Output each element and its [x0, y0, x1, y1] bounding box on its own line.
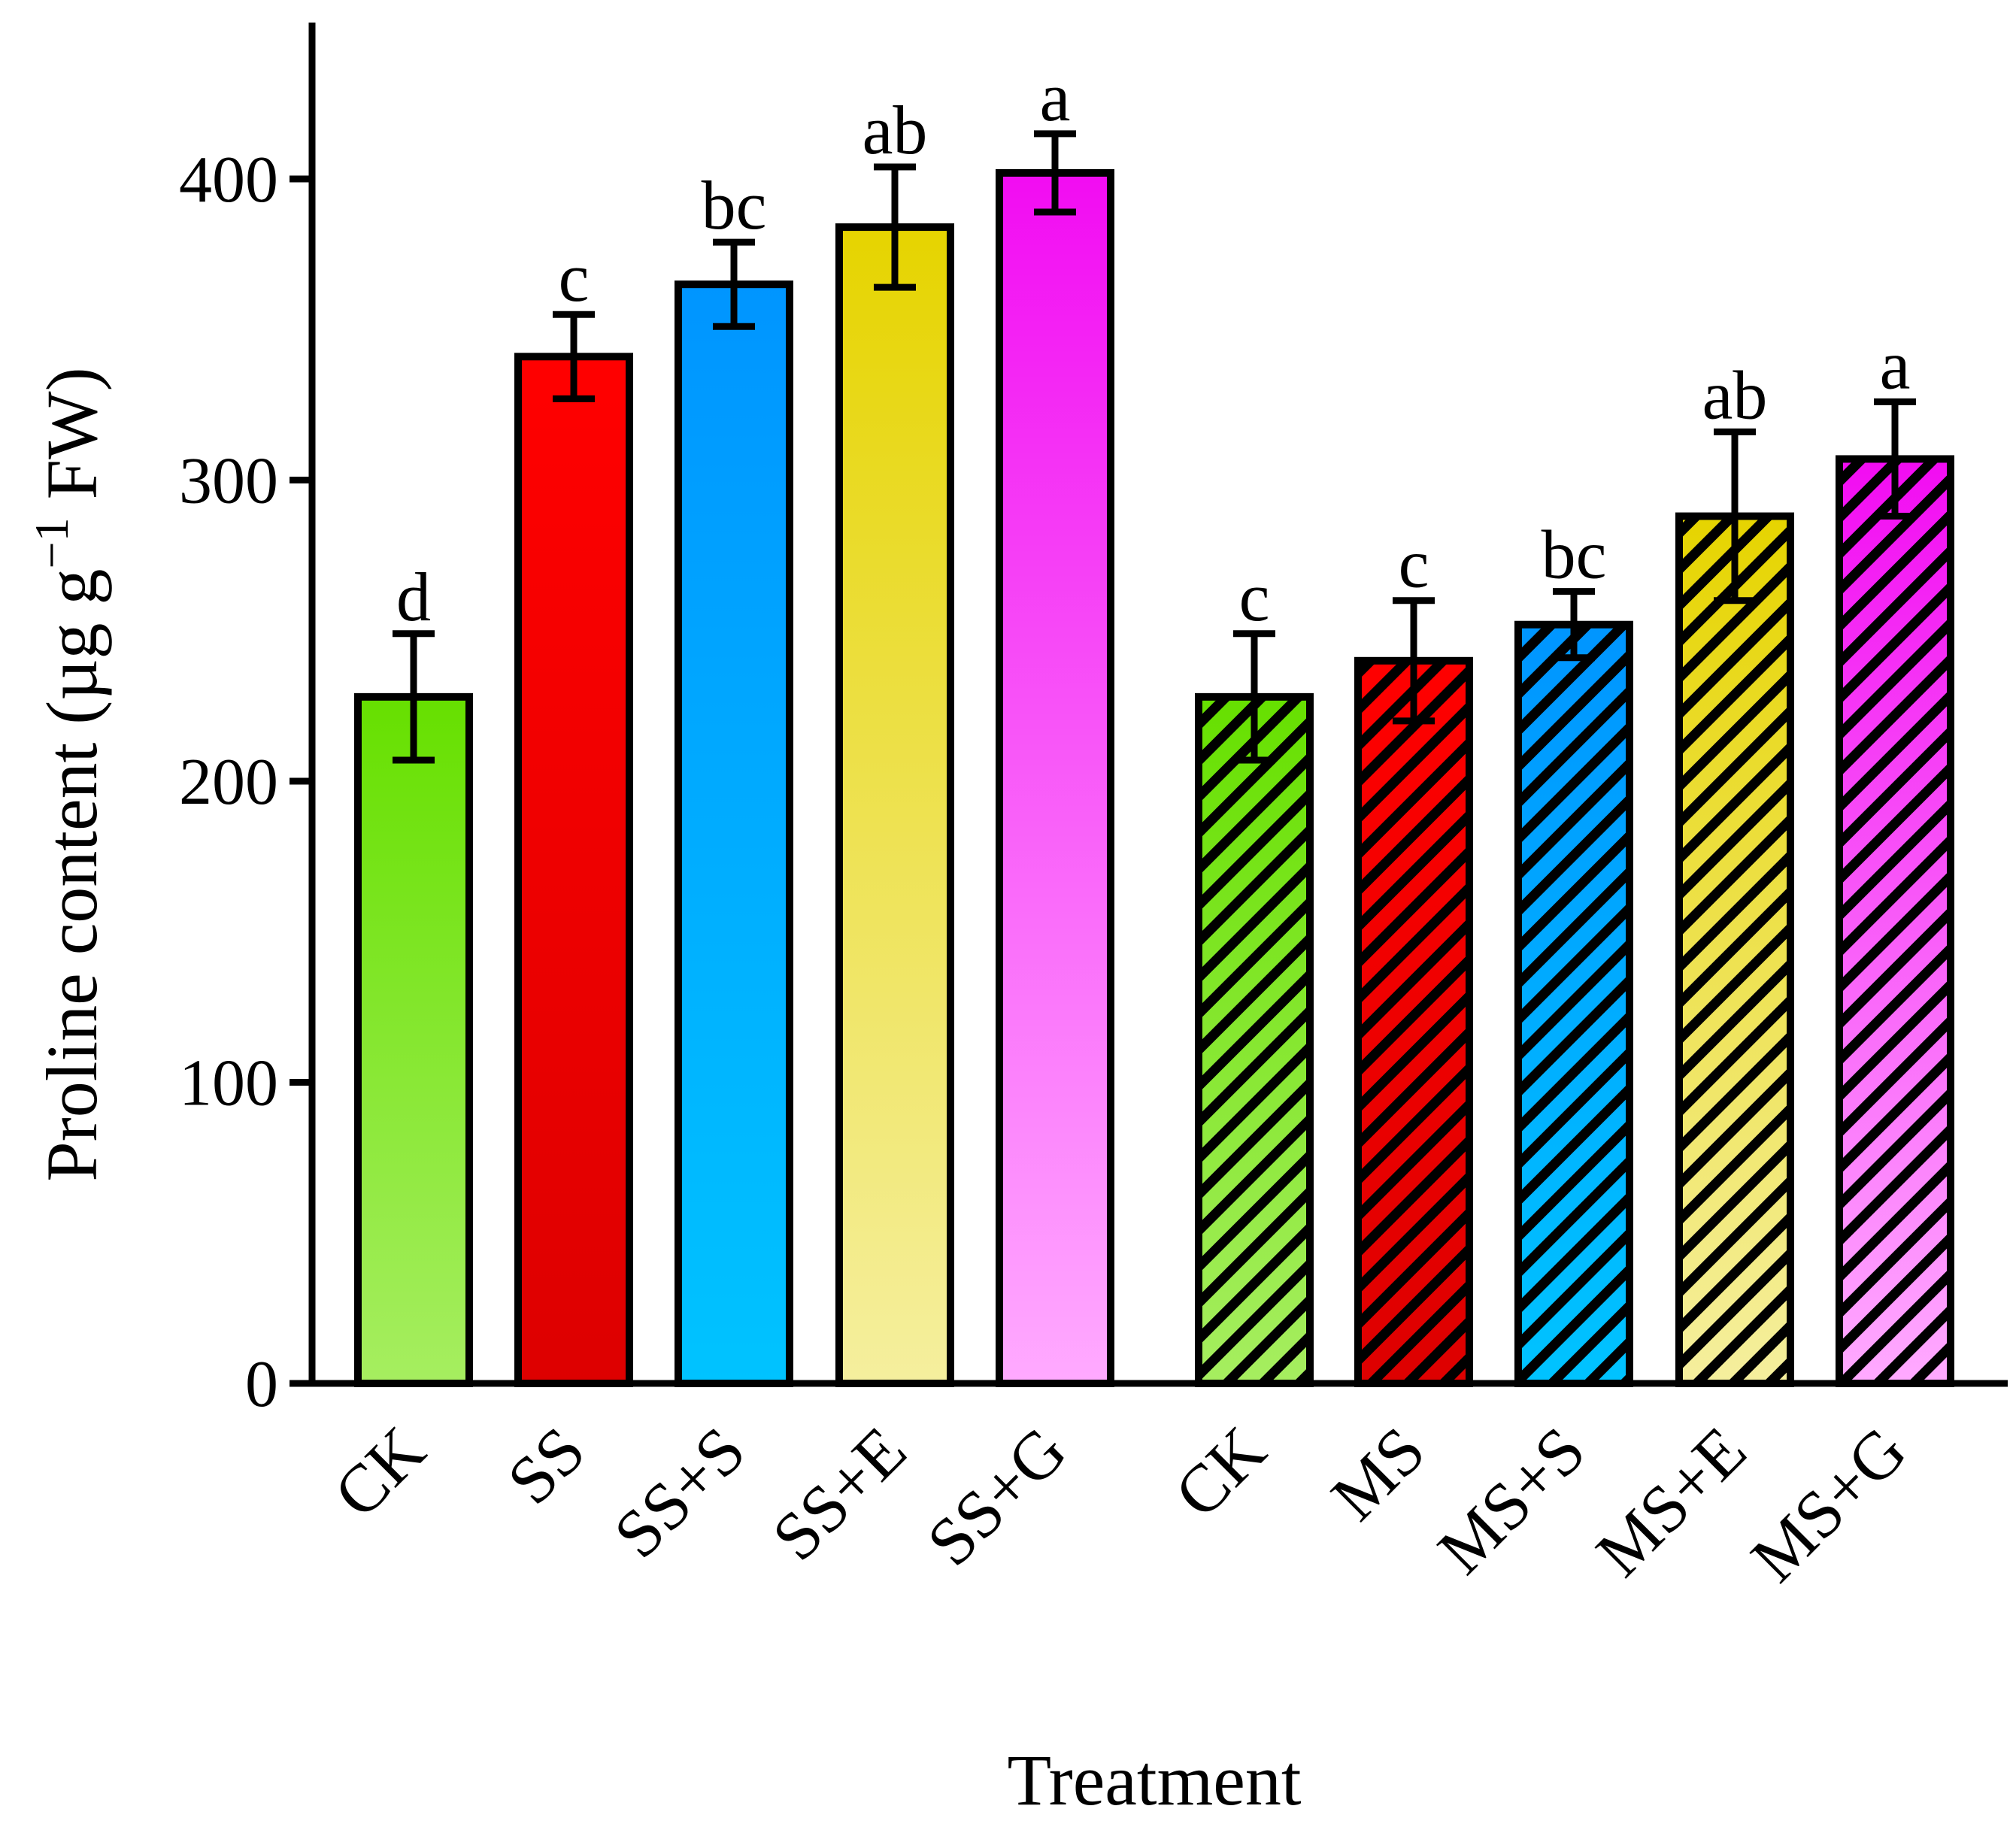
error-bar [1393, 597, 1435, 725]
error-bar [874, 163, 916, 291]
y-axis-title-tail: FW) [32, 367, 112, 517]
bar-hatch-overlay [1839, 459, 1951, 1383]
significance-letter: c [1399, 526, 1429, 602]
bars-layer [354, 130, 1954, 1388]
x-tick-label: MS+S [1424, 1413, 1599, 1588]
x-tick-label: SS+E [759, 1413, 921, 1575]
error-bar [1874, 398, 1916, 520]
error-bar [1553, 588, 1595, 662]
x-tick-label: MS+E [1582, 1413, 1760, 1591]
y-axis-title: Proline content (µg g−1 FW) [25, 367, 112, 1181]
significance-letter: ab [862, 92, 928, 168]
bar-ss-ss-plus-e [839, 227, 950, 1384]
error-bar [1714, 428, 1756, 604]
x-tick-label: SS [493, 1413, 599, 1519]
bar-hatch-overlay [1358, 660, 1469, 1383]
error-bar [1233, 630, 1275, 764]
x-tick-label: MS+G [1737, 1413, 1921, 1596]
y-tick-label: 200 [179, 746, 278, 819]
y-tick-label: 400 [179, 144, 278, 217]
x-tick-label: MS [1317, 1413, 1439, 1535]
bar-ss-ss-plus-s [678, 284, 790, 1383]
error-bar [553, 311, 595, 402]
x-tick-label: CK [1161, 1413, 1280, 1532]
x-tick-label: SS+G [914, 1413, 1081, 1580]
y-tick-label: 100 [179, 1047, 278, 1120]
bar-hatch-overlay [1518, 624, 1629, 1383]
y-tick-label: 0 [245, 1348, 278, 1421]
significance-letter: bc [1542, 517, 1607, 593]
significance-letter: c [1239, 559, 1270, 635]
bar-ss-ss [518, 356, 629, 1383]
bar-ss-ss-plus-g [999, 172, 1111, 1384]
x-axis-title: Treatment [1007, 1740, 1301, 1820]
error-bar [713, 238, 755, 330]
significance-letter: c [559, 239, 590, 316]
y-axis-title-superscript: −1 [25, 517, 78, 568]
error-bar [1034, 130, 1076, 216]
significance-letter: bc [702, 167, 767, 244]
x-tick-label: SS+S [600, 1413, 759, 1572]
axes-layer [290, 23, 2008, 1387]
significance-letter: ab [1702, 356, 1768, 433]
bar-hatch-overlay [1679, 516, 1790, 1383]
y-axis-title-main: Proline content (µg g [32, 568, 112, 1181]
bar-hatch-overlay [1199, 696, 1310, 1383]
bar-ss-ck [358, 696, 469, 1383]
y-tick-label: 300 [179, 445, 278, 518]
error-bar [393, 630, 435, 764]
significance-letter: a [1040, 59, 1071, 135]
significance-letter: a [1880, 326, 1911, 403]
x-tick-label: CK [320, 1413, 439, 1532]
significance-letter: d [396, 559, 431, 635]
